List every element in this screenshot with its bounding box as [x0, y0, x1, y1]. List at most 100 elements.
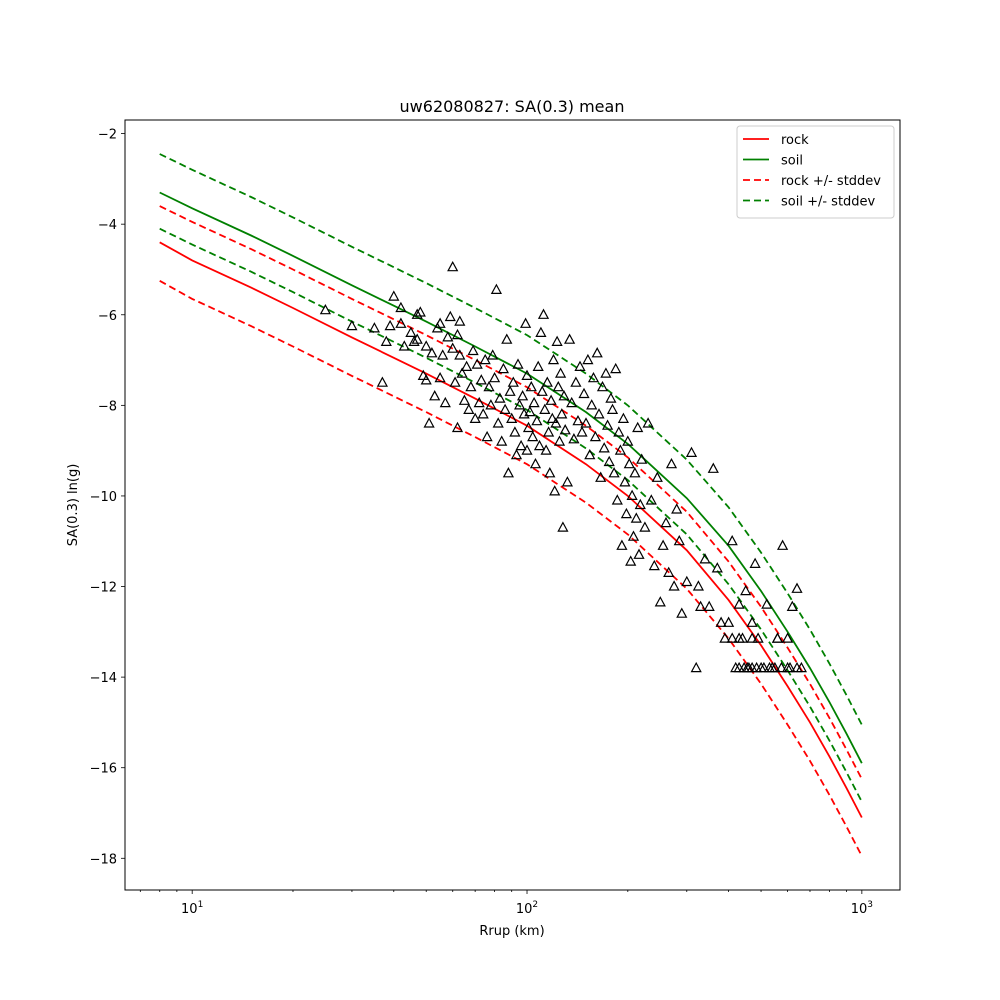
observation-point: [694, 600, 707, 612]
observation-point: [617, 412, 630, 423]
observation-point: [494, 392, 506, 403]
observation-point: [460, 360, 473, 371]
observation-point: [636, 453, 648, 464]
observation-point: [488, 371, 501, 383]
observation-point: [408, 335, 420, 346]
observation-point: [463, 403, 475, 414]
chart-title: uw62080827: SA(0.3) mean: [400, 97, 625, 116]
observation-point: [531, 414, 543, 426]
legend-label: soil: [781, 154, 803, 169]
observation-point: [542, 426, 555, 437]
observation-point: [639, 521, 651, 532]
observation-point: [715, 616, 727, 627]
observation-point: [423, 417, 435, 428]
y-tick-label: −16: [90, 762, 117, 777]
observation-point: [775, 661, 788, 673]
observation-point: [703, 600, 715, 612]
observation-point: [589, 430, 602, 442]
observation-point: [549, 485, 561, 496]
observation-point: [784, 661, 796, 673]
observation-point: [368, 322, 381, 333]
x-tick-label: 103: [851, 900, 873, 917]
y-tick-label: −14: [90, 671, 117, 686]
x-axis-ticks: 101 102 103: [139, 890, 873, 917]
observation-point: [601, 419, 614, 430]
observation-point: [776, 539, 789, 550]
observation-point: [681, 575, 693, 587]
observation-point: [395, 301, 407, 313]
observation-point: [749, 557, 761, 569]
observation-point: [522, 421, 535, 433]
series-line-soil-stddev-lower: [159, 227, 863, 803]
observation-point: [521, 369, 533, 380]
x-axis-label: Rrup (km): [479, 924, 544, 939]
observation-point: [512, 358, 524, 369]
observation-point: [420, 340, 432, 351]
observation-point: [420, 374, 432, 385]
y-tick-label: −18: [90, 852, 117, 867]
observation-point: [761, 598, 773, 609]
observation-point: [690, 661, 702, 673]
observation-point: [719, 632, 731, 643]
legend-label: rock: [781, 133, 809, 148]
observation-point: [608, 467, 620, 478]
observation-point: [654, 596, 666, 607]
observation-point: [642, 417, 654, 428]
series-line-soil-stddev: [159, 153, 863, 726]
observation-point: [471, 358, 483, 369]
observation-point: [568, 433, 580, 444]
observation-point: [546, 412, 558, 423]
observation-point: [510, 448, 523, 460]
observation-point: [477, 408, 489, 419]
observation-point: [519, 317, 532, 328]
observation-point: [707, 462, 719, 473]
observation-point: [625, 555, 637, 566]
y-axis-label: SA(0.3) ln(g): [66, 464, 81, 547]
observation-point: [558, 390, 570, 401]
observation-point: [447, 260, 459, 272]
observation-point: [791, 661, 803, 673]
observation-point: [613, 426, 625, 437]
observation-point: [481, 430, 493, 442]
observation-point: [444, 310, 456, 322]
observation-point: [426, 347, 438, 358]
observation-point: [578, 387, 590, 399]
observation-point: [467, 344, 479, 356]
observation-point: [726, 534, 738, 546]
observation-point: [553, 435, 566, 446]
observation-point: [384, 319, 396, 331]
y-tick-label: −2: [98, 128, 117, 143]
observation-point: [633, 548, 645, 559]
observation-point: [584, 448, 596, 460]
observation-point: [439, 396, 451, 408]
observation-point: [722, 616, 735, 627]
observation-point: [605, 392, 617, 403]
observation-point: [591, 347, 603, 358]
observation-point: [533, 439, 546, 451]
observation-point: [521, 444, 533, 455]
observation-point: [580, 417, 592, 428]
observation-point: [528, 396, 540, 408]
observation-point: [651, 471, 663, 482]
observation-point: [740, 584, 752, 596]
observation-point: [547, 353, 560, 365]
observation-point: [451, 328, 464, 340]
observation-point: [556, 408, 568, 419]
y-tick-label: −12: [90, 581, 117, 596]
observation-point: [593, 408, 605, 419]
observation-point: [497, 362, 510, 374]
observation-point: [726, 632, 738, 643]
observation-point: [501, 333, 513, 344]
observation-point: [442, 331, 454, 342]
observation-point: [632, 421, 644, 433]
observation-point: [454, 349, 466, 360]
observation-point: [733, 632, 745, 643]
observation-point: [620, 507, 633, 519]
observation-point: [630, 512, 642, 523]
legend-box: [736, 125, 895, 219]
observation-point: [769, 661, 781, 673]
observation-point: [513, 399, 526, 410]
observation-point: [586, 399, 598, 410]
observation-point: [434, 317, 446, 328]
